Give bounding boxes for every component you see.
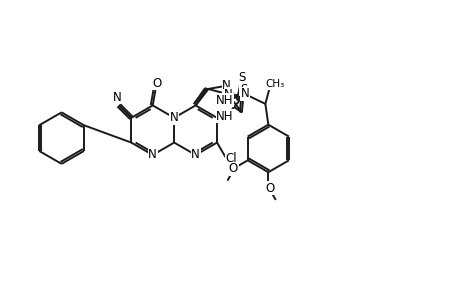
Text: N: N — [148, 148, 157, 161]
Text: S: S — [238, 71, 246, 84]
Text: S: S — [239, 83, 246, 96]
Text: N: N — [191, 148, 200, 161]
Text: O: O — [152, 76, 162, 90]
Text: N: N — [113, 91, 122, 104]
Text: N: N — [224, 88, 232, 101]
Text: Cl: Cl — [224, 152, 236, 165]
Text: NH: NH — [216, 110, 233, 123]
Text: N: N — [241, 87, 249, 101]
Text: O: O — [264, 182, 274, 195]
Text: O: O — [228, 162, 237, 175]
Text: CH₃: CH₃ — [265, 79, 285, 89]
Text: NH: NH — [215, 94, 233, 106]
Text: N: N — [222, 79, 230, 92]
Text: N: N — [169, 111, 178, 124]
